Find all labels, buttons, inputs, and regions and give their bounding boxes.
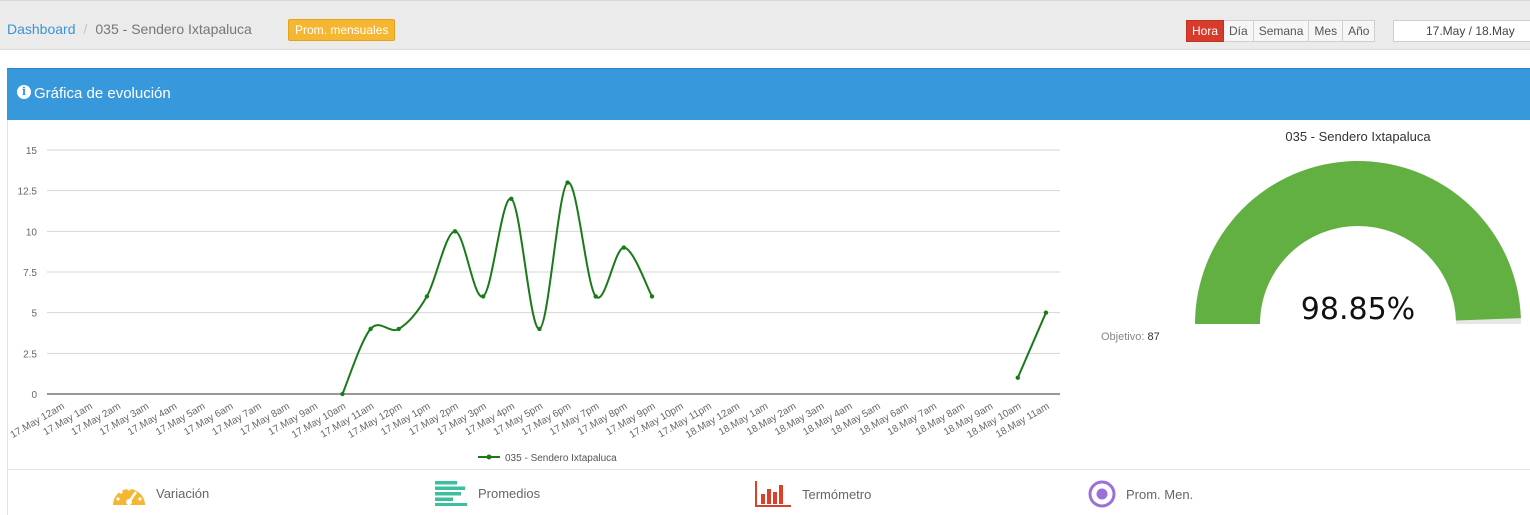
y-tick-label: 10 [26,227,38,238]
breadcrumb-dashboard-link[interactable]: Dashboard [7,21,76,37]
panel-body [7,120,1530,515]
data-point [368,326,373,332]
thermometer-label: Termómetro [802,486,872,502]
data-point [649,294,655,299]
y-tick-label: 2.5 [23,349,37,360]
data-point [593,294,598,299]
data-point [424,294,430,299]
averages-label: Promedios [478,485,541,501]
variation-button[interactable]: Variación [112,480,209,506]
target-value: 87 [1147,331,1160,343]
panel-header: i Gráfica de evolución [7,68,1530,120]
tool-bar: Variación Promedios Termómetro Prom. Men… [0,470,1530,515]
target-icon [1088,480,1116,508]
monthly-averages-badge[interactable]: Prom. mensuales [288,19,396,41]
divider [7,469,1530,470]
data-point [1043,310,1049,315]
period-button-dia[interactable]: Día [1223,20,1254,42]
y-tick-label: 15 [26,146,38,157]
period-button-hora[interactable]: Hora [1186,20,1225,42]
legend-label: 035 - Sendero Ixtapaluca [505,453,617,464]
y-tick-label: 7.5 [23,268,37,279]
gauge-value: 98.85% [1300,292,1416,327]
period-button-semana[interactable]: Semana [1252,20,1310,42]
data-point [537,326,542,332]
date-range-input[interactable]: 17.May / 18.May [1393,20,1530,42]
data-point [621,245,627,250]
thermometer-button[interactable]: Termómetro [754,480,871,508]
target-caption: Objetivo: [1101,331,1145,343]
data-point [452,229,458,234]
period-button-ano[interactable]: Año [1342,20,1376,42]
y-tick-label: 12.5 [18,187,38,198]
breadcrumb: Dashboard / 035 - Sendero Ixtapaluca [7,21,252,37]
breadcrumb-current: 035 - Sendero Ixtapaluca [95,21,252,37]
breadcrumb-separator: / [83,21,88,37]
averages-button[interactable]: Promedios [434,480,540,506]
panel-title: Gráfica de evolución [34,85,171,102]
target-label: Objetivo: 87 [1101,331,1160,343]
legend-marker [486,454,492,460]
data-point [509,196,514,201]
data-point [1015,375,1020,380]
gauge-chart [1195,160,1521,324]
gauge-fill [1195,160,1521,324]
y-tick-label: 5 [31,309,37,320]
bar-chart-icon [755,481,791,507]
y-tick-label: 0 [31,390,37,401]
gauge-title: 035 - Sendero Ixtapaluca [1285,129,1431,144]
info-icon: i [17,85,31,99]
monthly-average-label: Prom. Men. [1126,486,1194,502]
series-line [341,181,653,395]
series-line [1016,312,1047,379]
data-point [565,180,570,185]
data-point [340,391,345,397]
data-point [480,294,486,299]
period-selector: Hora Día Semana Mes Año [1186,20,1376,42]
variation-label: Variación [156,485,210,501]
bars-list-icon [435,481,467,506]
monthly-average-button[interactable]: Prom. Men. [1088,480,1193,508]
data-point [396,326,401,332]
speedometer-icon [113,487,145,505]
top-toolbar: Dashboard / 035 - Sendero Ixtapaluca Prom.… [0,0,1530,50]
period-button-mes[interactable]: Mes [1308,20,1344,42]
